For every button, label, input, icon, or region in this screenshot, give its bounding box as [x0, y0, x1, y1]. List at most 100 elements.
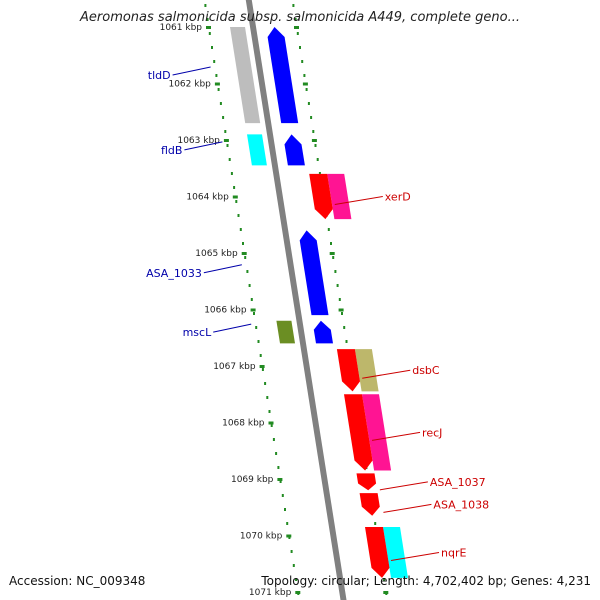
inner-tick-mark	[224, 130, 227, 133]
tick-label: 1067 kbp	[213, 362, 256, 372]
major-tick-outer	[329, 252, 335, 255]
inner-tick-mark	[219, 102, 222, 105]
inner-tick-mark	[292, 564, 295, 567]
gene-label: mscL	[183, 326, 212, 339]
map-title: Aeromonas salmonicida subsp. salmonicida…	[80, 10, 520, 25]
major-tick-outer	[311, 139, 317, 142]
gene-arrow	[365, 527, 390, 578]
inner-tick-mark	[259, 354, 262, 357]
inner-tick-mark	[277, 466, 280, 469]
gene-leader-line	[379, 481, 428, 491]
inner-tick-mark	[268, 410, 271, 413]
gene-label: nqrE	[441, 546, 466, 559]
gene-leader-line	[203, 264, 242, 274]
outer-tick-mark	[334, 270, 337, 273]
gene-arrow	[309, 173, 333, 220]
tick-label: 1066 kbp	[204, 306, 247, 316]
major-tick-inner	[241, 252, 247, 255]
gene-arrow	[344, 394, 373, 471]
gene-leader-line	[184, 141, 223, 151]
inner-tick-mark	[213, 60, 216, 63]
gene-label: ASA_1033	[146, 267, 202, 280]
major-tick-outer	[383, 591, 389, 594]
inner-tick-mark	[286, 522, 289, 525]
inner-tick-mark	[211, 46, 213, 49]
inner-tick-mark	[239, 228, 242, 231]
inner-tick-mark	[230, 172, 233, 175]
gene-arrow	[336, 349, 360, 392]
outer-tick-mark	[383, 578, 386, 581]
inner-tick-mark	[284, 508, 286, 511]
tick-label: 1065 kbp	[195, 249, 238, 259]
outer-tick-mark	[292, 4, 295, 7]
inner-tick-mark	[215, 74, 218, 77]
major-tick-outer	[302, 82, 308, 86]
backbone-line	[245, 0, 347, 600]
feature-band	[383, 527, 408, 578]
inner-tick-mark	[264, 382, 267, 385]
inner-tick-mark	[272, 438, 275, 441]
inner-tick-mark	[248, 284, 251, 287]
gene-label: fldB	[161, 144, 182, 157]
gene-leader-line	[371, 431, 421, 441]
inner-tick-mark	[242, 242, 244, 245]
outer-tick-mark	[345, 340, 348, 343]
outer-tick-mark	[296, 32, 299, 35]
major-tick-inner	[232, 195, 238, 199]
major-tick-inner	[286, 534, 292, 538]
gene-label: dsbC	[412, 364, 440, 377]
outer-tick-mark	[336, 284, 339, 287]
major-tick-inner	[250, 308, 256, 312]
outer-tick-mark	[330, 242, 332, 245]
major-tick-inner	[268, 421, 274, 425]
inner-tick-mark	[217, 88, 220, 91]
major-tick-outer	[294, 26, 299, 29]
outer-tick-mark	[327, 228, 330, 231]
outer-tick-mark	[343, 326, 346, 329]
feature-band	[354, 349, 379, 392]
gene-arrow	[359, 493, 380, 516]
gene-label: xerD	[385, 191, 411, 204]
outer-tick-mark	[374, 522, 377, 525]
inner-tick-mark	[281, 494, 284, 497]
inner-tick-mark	[261, 368, 264, 371]
inner-tick-mark	[233, 186, 236, 189]
major-tick-inner	[295, 591, 301, 594]
inner-tick-mark	[244, 256, 247, 259]
outer-tick-mark	[301, 60, 304, 63]
tick-label: 1069 kbp	[231, 475, 274, 485]
major-tick-inner	[206, 26, 211, 29]
gene-arrow	[299, 230, 329, 316]
outer-tick-mark	[299, 46, 301, 49]
major-tick-inner	[223, 139, 229, 142]
inner-tick-mark	[290, 550, 293, 553]
outer-tick-mark	[312, 130, 315, 133]
outer-tick-mark	[314, 144, 317, 147]
gene-leader-line	[334, 196, 383, 205]
outer-tick-mark	[310, 116, 313, 119]
tick-label: 1061 kbp	[160, 23, 203, 33]
inner-tick-mark	[250, 298, 253, 301]
tick-label: 1071 kbp	[249, 588, 292, 598]
inner-tick-mark	[270, 424, 273, 427]
inner-tick-mark	[295, 578, 298, 581]
outer-tick-mark	[318, 172, 321, 175]
feature-band	[230, 27, 261, 124]
gene-label: ASA_1037	[430, 476, 486, 489]
outer-tick-mark	[294, 18, 297, 21]
gene-leader-line	[362, 369, 411, 379]
gene-leader-line	[213, 323, 252, 333]
inner-tick-mark	[226, 144, 229, 147]
major-tick-inner	[259, 365, 265, 368]
gene-label: recJ	[422, 426, 442, 439]
outer-tick-mark	[316, 158, 319, 161]
feature-band	[276, 320, 295, 344]
feature-band	[247, 134, 267, 166]
inner-tick-mark	[235, 200, 238, 203]
inner-tick-mark	[275, 452, 278, 455]
outer-tick-mark	[332, 256, 335, 259]
gene-label: tldD	[148, 69, 171, 82]
gene-arrow	[267, 27, 299, 124]
inner-tick-mark	[253, 312, 255, 315]
